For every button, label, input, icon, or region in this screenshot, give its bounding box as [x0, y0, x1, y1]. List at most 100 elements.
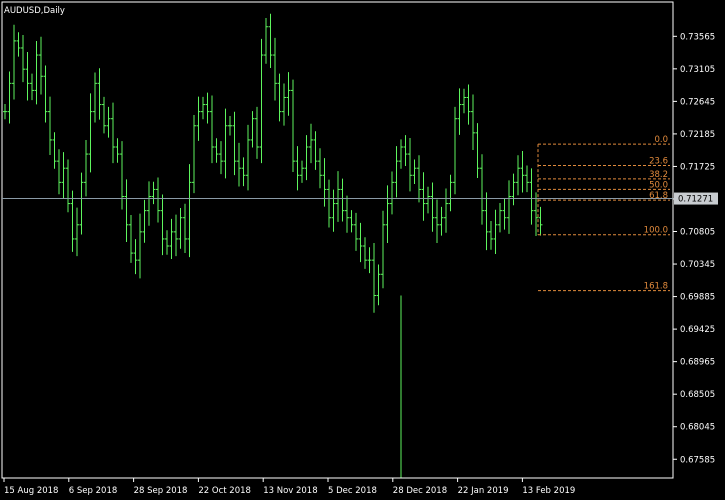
ohlc-bar: [403, 135, 408, 166]
ohlc-bar: [75, 207, 79, 257]
ohlc-bar: [61, 152, 66, 199]
ohlc-bar: [340, 178, 345, 222]
ohlc-bar: [381, 210, 385, 289]
ohlc-bar: [502, 198, 507, 230]
ohlc-bar: [147, 181, 151, 226]
x-tick-label: 22 Jan 2019: [458, 486, 509, 496]
ohlc-bar: [354, 212, 358, 251]
ohlc-bar: [462, 88, 466, 114]
ohlc-bar: [201, 96, 205, 120]
ohlc-bar: [129, 215, 133, 263]
ohlc-bar: [34, 41, 39, 105]
axes: 0.73565 0.73105 0.72645 0.72185 0.71725 0.712…: [1, 1, 718, 496]
fib-level-label: 50.0: [649, 180, 668, 190]
ohlc-bar: [66, 159, 70, 213]
ohlc-bar: [336, 171, 340, 222]
ohlc-bar: [219, 141, 223, 175]
y-tick-label: 0.69885: [680, 293, 715, 303]
ohlc-bar: [183, 203, 187, 253]
ohlc-bar: [250, 111, 255, 148]
ohlc-bar: [327, 179, 331, 228]
ohlc-bar: [480, 154, 484, 225]
ohlc-bar: [282, 83, 286, 126]
ohlc-bar: [16, 32, 21, 57]
x-tick-label: 5 Dec 2018: [328, 486, 377, 496]
ohlc-bar: [106, 106, 111, 138]
ohlc-bar: [358, 222, 363, 263]
ohlc-bar: [318, 148, 322, 189]
ohlc-bar: [511, 173, 516, 206]
current-price-label: 0.71271: [678, 195, 713, 205]
ohlc-bar: [7, 71, 12, 124]
ohlc-bar: [448, 174, 453, 212]
ohlc-bar: [165, 230, 169, 255]
ohlc-bar: [178, 207, 183, 249]
ohlc-bar: [111, 102, 115, 164]
ohlc-bar: [498, 203, 502, 233]
ohlc-bar: [525, 165, 529, 193]
ohlc-bar: [520, 151, 525, 193]
ohlc-bar: [430, 182, 435, 232]
ohlc-bar: [115, 138, 120, 163]
y-tick-label: 0.68505: [680, 390, 715, 400]
ohlc-bar: [529, 168, 534, 225]
ohlc-bar: [313, 131, 318, 170]
fib-level-label: 23.6: [649, 157, 668, 167]
ohlc-bar: [421, 172, 426, 221]
ohlc-bar: [471, 94, 475, 151]
ohlc-bar: [273, 37, 277, 101]
ohlc-bar: [300, 160, 304, 183]
ohlc-bar: [394, 146, 399, 198]
x-tick-label: 15 Aug 2018: [4, 486, 58, 496]
y-tick-label: 0.72185: [680, 130, 715, 140]
ohlc-bar: [88, 93, 93, 173]
ohlc-bar: [417, 155, 421, 203]
fib-level-label: 100.0: [644, 226, 668, 236]
ohlc-bar: [187, 164, 192, 258]
y-tick-label: 0.73105: [680, 65, 715, 75]
ohlc-bar: [3, 103, 7, 120]
ohlc-bar: [93, 72, 97, 123]
ohlc-bar: [210, 95, 214, 164]
fibonacci-retracement[interactable]: 0.0 23.6 38.250.061.8 100.0 161.8: [537, 135, 670, 292]
y-tick-label: 0.72645: [680, 97, 715, 107]
ohlc-bar: [70, 190, 75, 252]
ohlc-bar: [174, 214, 178, 257]
ohlc-bar: [120, 141, 124, 210]
ohlc-bar: [228, 116, 232, 136]
ohlc-bar: [241, 157, 246, 187]
x-tick-label: 13 Nov 2018: [263, 486, 317, 496]
fib-level-label: 161.8: [644, 282, 668, 292]
ohlc-bar: [507, 180, 511, 234]
ohlc-bar: [12, 24, 16, 100]
ohlc-bar: [205, 92, 210, 124]
ohlc-bar: [223, 108, 228, 179]
y-tick-label: 0.69425: [680, 325, 715, 335]
ohlc-bar: [453, 106, 457, 195]
ohlc-bar: [484, 192, 489, 251]
ohlc-bar: [138, 213, 142, 279]
ohlc-bar: [25, 52, 30, 101]
ohlc-bar: [268, 13, 273, 68]
x-tick-label: 22 Oct 2018: [198, 486, 251, 496]
ohlc-bar: [52, 132, 57, 169]
x-tick-label: 6 Sep 2018: [69, 486, 117, 496]
ohlc-bar: [286, 72, 291, 116]
ohlc-bar: [84, 140, 88, 197]
ohlc-bar: [259, 38, 264, 164]
ohlc-bar: [160, 194, 165, 256]
ohlc-bar: [412, 159, 417, 184]
y-tick-label: 0.67585: [680, 455, 715, 465]
ohlc-bar: [475, 123, 480, 178]
ohlc-bar: [48, 96, 52, 155]
ohlc-bar: [237, 142, 241, 187]
ohlc-bar: [489, 221, 493, 250]
y-tick-label: 0.70345: [680, 260, 715, 270]
y-tick-label: 0.68045: [680, 423, 715, 433]
ohlc-bar: [385, 185, 390, 244]
ohlc-bar: [79, 172, 84, 235]
plot-frame: [1, 1, 674, 479]
ohlc-bar: [493, 209, 498, 255]
x-tick-label: 28 Sep 2018: [134, 486, 188, 496]
